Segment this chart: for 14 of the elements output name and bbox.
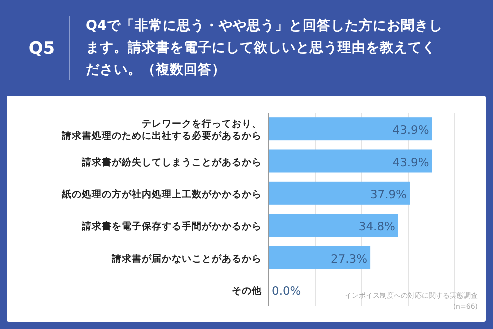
data-label: 43.9% xyxy=(392,155,430,170)
data-label: 37.9% xyxy=(370,187,408,202)
y-tick-label: その他 xyxy=(232,284,263,297)
y-tick-label: 紙の処理の方が社内処理上工数がかかるから xyxy=(61,188,262,200)
y-tick-label: 請求書を電子保存する手間がかかるから xyxy=(81,220,262,233)
title: Q5 xyxy=(28,39,56,59)
y-tick-label: 請求書が紛失してしまうことがあるから xyxy=(81,156,262,168)
data-label: 43.9% xyxy=(392,123,430,138)
subtitle: Q4で「非常に思う・やや思う」と回答した方にお聞きします。請求書を電子にして欲しいと思う理由を教えてください。（複数回答） xyxy=(86,18,443,78)
data-label: 27.3% xyxy=(331,252,368,266)
y-tick-label: 請求書が届かないことがあるから xyxy=(111,252,262,265)
y-tick-label: テレワークを行っており、請求書処理のために出社する必要があるから xyxy=(61,118,262,142)
data-label: 34.8% xyxy=(358,220,396,234)
data-label: 0.0% xyxy=(272,284,302,298)
